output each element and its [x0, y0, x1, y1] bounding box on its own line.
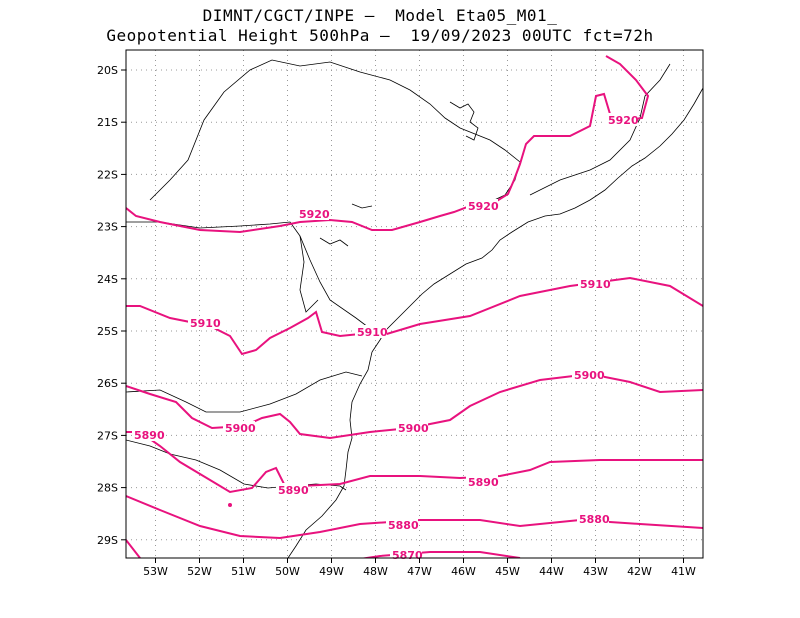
x-tick-label: 50W	[275, 565, 300, 578]
contour-5870-west	[126, 539, 141, 558]
contour-label: 5900	[398, 422, 429, 435]
contour-label: 5890	[468, 476, 499, 489]
y-tick-label: 27S	[97, 429, 118, 442]
x-axis: 53W 52W 51W 50W 49W 48W 47W 46W 45W 44W 43W 42W 41W	[143, 558, 696, 578]
coastline	[371, 87, 703, 353]
contour-5910-north	[126, 276, 703, 356]
contour-label: 5910	[580, 278, 611, 291]
contour-label: 5890	[278, 484, 309, 497]
x-tick-label: 46W	[451, 565, 476, 578]
contour-label: 5880	[388, 519, 419, 532]
border-mg-rj	[529, 63, 671, 196]
y-tick-label: 26S	[97, 377, 118, 390]
coastlines-borders	[126, 59, 703, 558]
x-tick-label: 43W	[583, 565, 608, 578]
x-tick-label: 45W	[495, 565, 520, 578]
y-tick-label: 28S	[97, 482, 118, 495]
contour-label: 5900	[574, 369, 605, 382]
x-tick-label: 51W	[231, 565, 256, 578]
geopotential-contours	[126, 55, 703, 558]
y-tick-label: 29S	[97, 534, 118, 547]
border-sp-mg	[149, 59, 521, 209]
border-ms-pr	[299, 235, 319, 313]
y-tick-label: 20S	[97, 64, 118, 77]
x-tick-label: 42W	[627, 565, 652, 578]
y-tick-label: 22S	[97, 168, 118, 181]
x-tick-label: 53W	[143, 565, 168, 578]
contour-5920-south	[126, 55, 650, 234]
contour-label: 5870	[392, 549, 423, 562]
y-axis: 20S 21S 22S 23S 24S 25S 26S 27S 28S 29S	[97, 64, 126, 547]
contour-label: 5910	[357, 326, 388, 339]
contour-5870	[359, 551, 521, 558]
chart-title-line1: DIMNT/CGCT/INPE – Model Eta05_M01_	[202, 6, 558, 25]
map-frame	[125, 49, 704, 559]
contour-label: 5890	[134, 429, 165, 442]
x-tick-label: 48W	[363, 565, 388, 578]
contour-label-group: 5920 5920 5920 5910 5910 5910 5900 5900 …	[132, 113, 639, 562]
x-tick-label: 44W	[539, 565, 564, 578]
contour-point	[228, 503, 232, 507]
contour-label: 5900	[225, 422, 256, 435]
contour-5890	[126, 431, 703, 494]
contour-label: 5920	[468, 200, 499, 213]
x-tick-label: 49W	[319, 565, 344, 578]
contour-label: 5920	[608, 114, 639, 127]
coastline-south	[287, 351, 373, 558]
contour-label: 5910	[190, 317, 221, 330]
y-tick-label: 21S	[97, 116, 118, 129]
y-tick-label: 25S	[97, 325, 118, 338]
reservoir	[449, 101, 479, 141]
x-tick-label: 52W	[187, 565, 212, 578]
chart-title-line2: Geopotential Height 500hPa – 19/09/2023 …	[106, 26, 654, 45]
border-sc-rs	[126, 439, 347, 491]
y-tick-label: 23S	[97, 221, 118, 234]
border-sp-pr	[126, 221, 373, 331]
contour-label: 5920	[299, 208, 330, 221]
reservoir	[319, 237, 349, 247]
reservoir	[351, 203, 373, 209]
x-tick-label: 41W	[671, 565, 696, 578]
x-tick-label: 47W	[407, 565, 432, 578]
border-pr-sc	[126, 371, 363, 413]
y-tick-label: 24S	[97, 273, 118, 286]
contour-label: 5880	[579, 513, 610, 526]
